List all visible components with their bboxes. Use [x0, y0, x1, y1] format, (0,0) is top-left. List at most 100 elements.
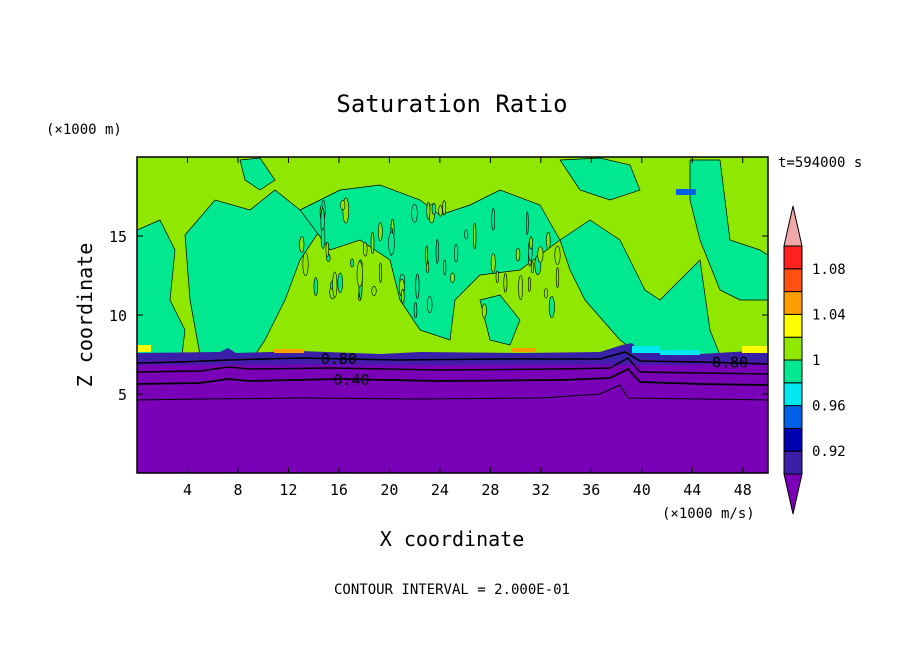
field-streak	[377, 222, 383, 242]
field-streak	[427, 296, 433, 314]
y-tick-label: 10	[109, 307, 127, 325]
colorbar-tick-label: 0.96	[812, 399, 846, 415]
x-tick-label: 44	[683, 481, 701, 499]
field-streak	[473, 222, 477, 250]
y-axis-ticks: 5 10 15	[109, 228, 768, 404]
colorbar-tick-label: 1	[812, 353, 820, 369]
field-streak	[370, 232, 375, 254]
field-streak	[503, 273, 508, 293]
colorbar-swatch	[783, 427, 803, 452]
colorbar-swatch	[783, 450, 803, 475]
y-unit-label: (×1000 m)	[46, 122, 122, 138]
x-tick-label: 4	[183, 481, 192, 499]
colorbar-tick-label: 0.92	[812, 444, 846, 460]
contour-label: 0.40	[333, 371, 369, 389]
field-streak	[340, 200, 346, 211]
field-streak	[413, 302, 418, 319]
field-streak	[525, 211, 529, 236]
contour-line-060	[137, 357, 768, 375]
field-streak	[320, 228, 326, 249]
field-streak	[356, 261, 363, 287]
field-streak	[425, 245, 429, 266]
field-streak	[401, 288, 405, 304]
field-streak	[443, 259, 447, 276]
x-tick-label: 28	[481, 481, 499, 499]
colorbar: 0.92 0.96 1 1.04 1.08	[783, 205, 846, 515]
y-axis-label: Z coordinate	[73, 243, 97, 388]
field-streak	[491, 208, 496, 231]
field-streak	[371, 285, 377, 296]
field-patch	[689, 159, 768, 301]
colorbar-swatch	[783, 313, 803, 338]
x-tick-label: 36	[582, 481, 600, 499]
blue-spot-upper-right	[676, 189, 696, 195]
colorbar-swatch	[783, 359, 803, 384]
x-tick-label: 20	[380, 481, 398, 499]
field-streak	[554, 245, 561, 265]
field-streak	[481, 303, 487, 319]
field-streak	[435, 238, 439, 264]
colorbar-swatch	[783, 405, 803, 429]
field-patch	[299, 184, 561, 341]
field-patches	[137, 157, 768, 356]
field-streak	[302, 252, 309, 277]
dark-band	[137, 348, 768, 365]
field-streak	[438, 205, 443, 217]
colorbar-upper-extension	[783, 205, 803, 247]
field-streak	[411, 204, 418, 223]
field-streak	[537, 246, 544, 263]
field-streak	[464, 229, 469, 240]
field-streak	[495, 270, 499, 284]
field-patch	[479, 294, 521, 346]
field-patch	[559, 219, 721, 356]
colorbar-swatch	[783, 382, 803, 407]
x-tick-label: 48	[734, 481, 752, 499]
field-below-cloud-base	[137, 360, 768, 473]
contour-label: 0.80	[712, 353, 748, 371]
field-streak	[543, 288, 549, 299]
field-streak	[528, 276, 531, 293]
colorbar-tick-label: 1.04	[812, 307, 846, 323]
time-label: t=594000 s	[778, 155, 862, 171]
field-streak	[529, 236, 533, 250]
field-streak	[454, 244, 459, 263]
y-tick-label: 5	[118, 386, 127, 404]
colorbar-lower-extension	[783, 473, 803, 515]
field-streak	[431, 202, 436, 215]
field-streak	[350, 258, 354, 268]
field-streak	[362, 241, 368, 257]
x-axis-ticks: 4 8 12 16 20 24 28 32 36 40 44 48	[183, 157, 752, 499]
field-streak	[546, 231, 551, 250]
field-streak	[450, 272, 455, 283]
x-tick-label: 32	[532, 481, 550, 499]
x-axis-label: X coordinate	[380, 527, 525, 551]
colorbar-swatch	[783, 245, 803, 270]
x-unit-label: (×1000 m/s)	[662, 506, 755, 522]
x-tick-label: 8	[233, 481, 242, 499]
field-streak	[388, 231, 395, 255]
field-patch	[559, 157, 641, 201]
surface-patch-12	[274, 349, 304, 353]
field-streak	[337, 272, 343, 293]
cyan-patch-42	[660, 350, 700, 355]
field-streak	[426, 202, 431, 220]
colorbar-swatch	[783, 291, 803, 315]
field-streak	[555, 267, 560, 288]
field-streak	[332, 271, 338, 298]
field-streak	[518, 275, 523, 301]
x-tick-label: 24	[431, 481, 449, 499]
field-streak	[490, 253, 496, 273]
field-streak	[415, 273, 420, 299]
y-tick-label: 15	[109, 228, 127, 246]
colorbar-swatch	[783, 268, 803, 293]
field-streak	[548, 295, 555, 318]
contour-label: 0.80	[321, 350, 357, 368]
contour-line-040	[137, 367, 768, 386]
contour-labels: 0.80 0.40 0.80	[321, 350, 748, 389]
x-tick-label: 16	[330, 481, 348, 499]
surface-patch-30	[512, 348, 536, 352]
field-streak	[299, 236, 305, 253]
cyan-patch-40	[632, 346, 660, 353]
colorbar-swatch	[783, 336, 803, 361]
